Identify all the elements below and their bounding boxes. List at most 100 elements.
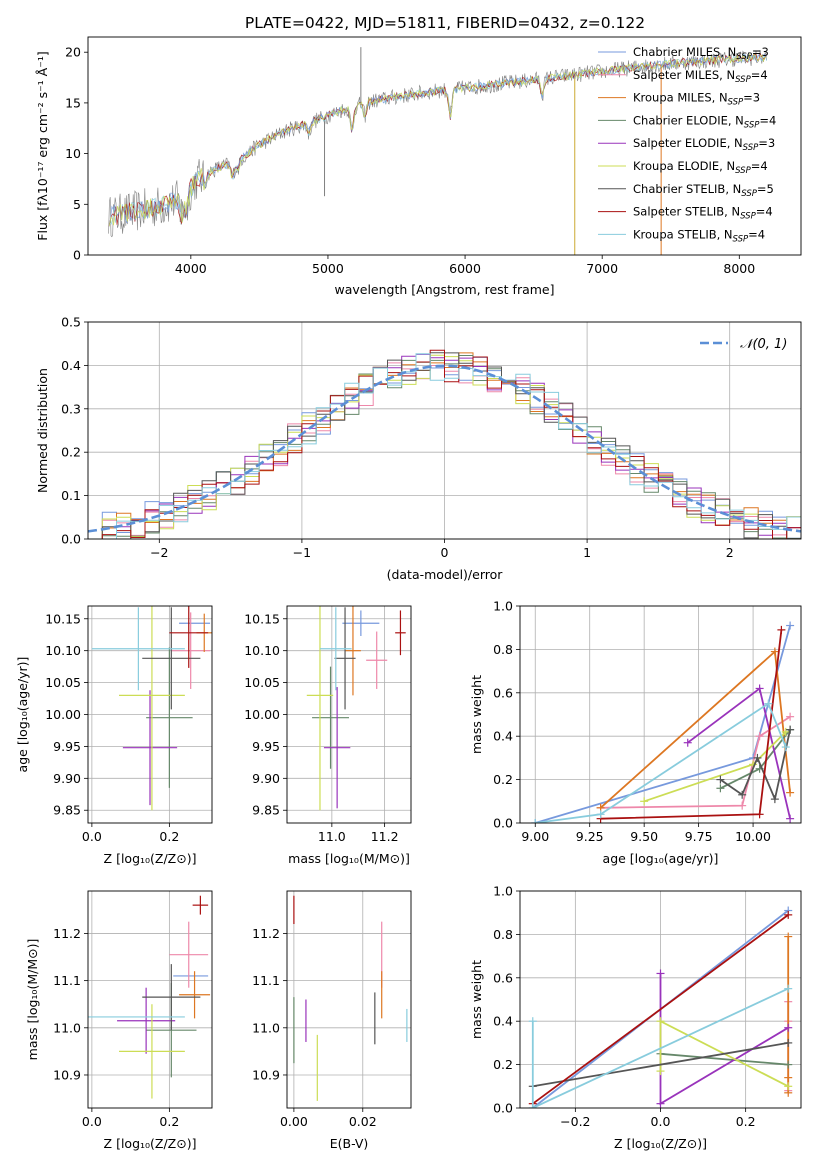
legend-entry-sub: SSP (728, 98, 744, 108)
residual-histogram-panel: −2 −1 0 1 2 0.0 0.1 0.2 0.3 0.4 0.5 (data-model)/er… (35, 315, 802, 582)
mass-vs-ebv-panel: 0.00 0.02 10.9 11.0 11.1 11.2 E(B-V) (252, 890, 412, 1151)
y-tick-label: 10.15 (45, 611, 81, 626)
y-tick-label: 10.10 (45, 643, 81, 658)
legend-entry-tail: =4 (759, 113, 776, 127)
legend-entry-sub: SSP (743, 143, 759, 153)
y-tick-label: 0.3 (61, 401, 81, 416)
y-tick-label: 1.0 (493, 599, 513, 614)
y-tick-label: 11.1 (252, 973, 280, 988)
legend-entry-sub: SSP (735, 166, 751, 176)
spectrum-title: PLATE=0422, MJD=51811, FIBERID=0432, z=0… (245, 14, 645, 32)
x-tick-label: 0.2 (159, 1114, 179, 1129)
y-tick-label: 0 (73, 248, 81, 263)
y-tick-label: 0.4 (493, 1014, 513, 1029)
legend-entry-base: Chabrier STELIB, N (633, 182, 741, 196)
weight-vs-age-panel: 9.00 9.25 9.50 9.75 10.00 0.0 0.2 0.4 0.6 0.8 1.0 a… (469, 599, 802, 866)
legend-entry: Kroupa MILES, NSSP=3 (633, 91, 760, 108)
y-tick-label: 10.15 (244, 611, 280, 626)
legend-entry: Chabrier ELODIE, NSSP=4 (633, 113, 776, 130)
legend-entry: Kroupa ELODIE, NSSP=4 (633, 159, 768, 176)
x-axis-label: Z [log₁₀(Z/Z⊙)] (104, 851, 197, 866)
plot-frame (519, 890, 802, 1109)
legend-entry-base: Kroupa MILES, N (633, 91, 728, 105)
legend-entry-tail: =5 (757, 182, 774, 196)
histogram-steps (88, 349, 801, 539)
y-tick-label: 10.9 (53, 1067, 81, 1082)
x-tick-label: −0.2 (560, 1114, 590, 1129)
plot-area (88, 349, 801, 539)
y-axis-label: mass [log₁₀(M/M⊙)] (25, 939, 40, 1061)
spectrum-panel: 4000 5000 6000 7000 8000 0 5 10 15 20 wavelength [… (35, 36, 802, 297)
plot-frame (286, 605, 412, 824)
gaussian-reference-curve (88, 364, 801, 533)
legend-entry-tail: =3 (743, 91, 760, 105)
age-vs-metallicity-panel: 0.0 0.2 9.85 9.90 9.95 10.00 10.05 10.10 10.15 Z … (15, 605, 213, 866)
x-tick-label: 4000 (175, 261, 207, 276)
x-tick-label: 9.25 (576, 829, 604, 844)
y-axis-label: Normed distribution (35, 368, 50, 493)
y-tick-label: 9.85 (252, 803, 280, 818)
x-tick-label: 10.00 (735, 829, 771, 844)
x-tick-label: 11.2 (371, 829, 399, 844)
legend-entry-tail: =4 (751, 68, 768, 82)
x-axis-label: E(B-V) (330, 1136, 369, 1151)
model-spectrum (108, 53, 767, 227)
y-tick-label: 0.6 (493, 970, 513, 985)
x-tick-label: 0.00 (280, 1114, 308, 1129)
y-tick-label: 9.85 (53, 803, 81, 818)
x-tick-label: 11.0 (318, 829, 346, 844)
y-axis-label: mass weight (469, 675, 484, 754)
legend-entry: Chabrier MILES, NSSP=3 (633, 45, 769, 62)
y-tick-label: 0.2 (493, 772, 513, 787)
x-tick-label: 8000 (723, 261, 755, 276)
legend-entry-tail: =3 (752, 45, 769, 59)
legend-entry: Salpeter MILES, NSSP=4 (633, 68, 768, 85)
x-axis-label: mass [log₁₀(M/M⊙)] (288, 851, 410, 866)
weight-series-line (600, 715, 791, 809)
x-tick-label: 1 (583, 545, 591, 560)
y-axis-label: mass weight (469, 960, 484, 1039)
x-tick-label: −1 (293, 545, 311, 560)
y-tick-label: 0.2 (493, 1057, 513, 1072)
legend-entry-sub: SSP (736, 52, 752, 62)
x-axis-label: age [log₁₀(age/yr)] (603, 851, 719, 866)
y-tick-label: 1.0 (493, 884, 513, 899)
mass-vs-metallicity-panel: 0.0 0.2 10.9 11.0 11.1 11.2 Z [log₁₀(Z/Z⊙)] mas… (25, 890, 213, 1151)
y-tick-label: 9.90 (252, 771, 280, 786)
y-tick-label: 0.8 (493, 642, 513, 657)
plot-frame (519, 605, 802, 824)
x-axis-label: Z [log₁₀(Z/Z⊙)] (104, 1136, 197, 1151)
weight-vs-metallicity-panel: −0.2 0.0 0.2 0.0 0.2 0.4 0.6 0.8 1.0 Z [log₁₀(Z/Z… (469, 884, 802, 1151)
plot-frame (286, 890, 412, 1109)
legend-entry-sub: SSP (735, 75, 751, 85)
legend-entry: 𝒩(0, 1) (740, 337, 787, 352)
plot-area (108, 47, 768, 255)
plot-frame (87, 605, 213, 824)
x-tick-label: 2 (726, 545, 734, 560)
x-tick-label: 9.00 (521, 829, 549, 844)
x-tick-label: 7000 (586, 261, 618, 276)
legend-entry-tail: =4 (748, 227, 765, 241)
legend-entry-base: Salpeter ELODIE, N (633, 136, 743, 150)
y-tick-label: 0.8 (493, 927, 513, 942)
legend-entry-base: Chabrier ELODIE, N (633, 113, 744, 127)
legend-entry-base: Salpeter STELIB, N (633, 205, 740, 219)
y-tick-label: 5 (73, 197, 81, 212)
legend-entry-tail: =4 (756, 205, 773, 219)
y-tick-label: 10.00 (244, 707, 280, 722)
plot-frame (87, 36, 802, 256)
y-tick-label: 0.6 (493, 685, 513, 700)
y-axis-label: Flux [fλ10⁻¹⁷ erg cm⁻² s⁻¹ Å⁻¹] (35, 51, 50, 240)
age-vs-mass-panel: 11.0 11.2 9.85 9.90 9.95 10.00 10.05 10.10 10.15… (244, 605, 412, 866)
y-tick-label: 11.2 (53, 926, 81, 941)
legend-entry-base: Chabrier MILES, N (633, 45, 736, 59)
y-tick-label: 20 (65, 45, 81, 60)
legend-entry-sub: SSP (733, 234, 749, 244)
x-tick-label: −2 (150, 545, 168, 560)
x-tick-label: 5000 (312, 261, 344, 276)
legend-entry-base: Kroupa ELODIE, N (633, 159, 735, 173)
x-axis-label: Z [log₁₀(Z/Z⊙)] (614, 1136, 707, 1151)
y-tick-label: 0.5 (61, 315, 81, 330)
